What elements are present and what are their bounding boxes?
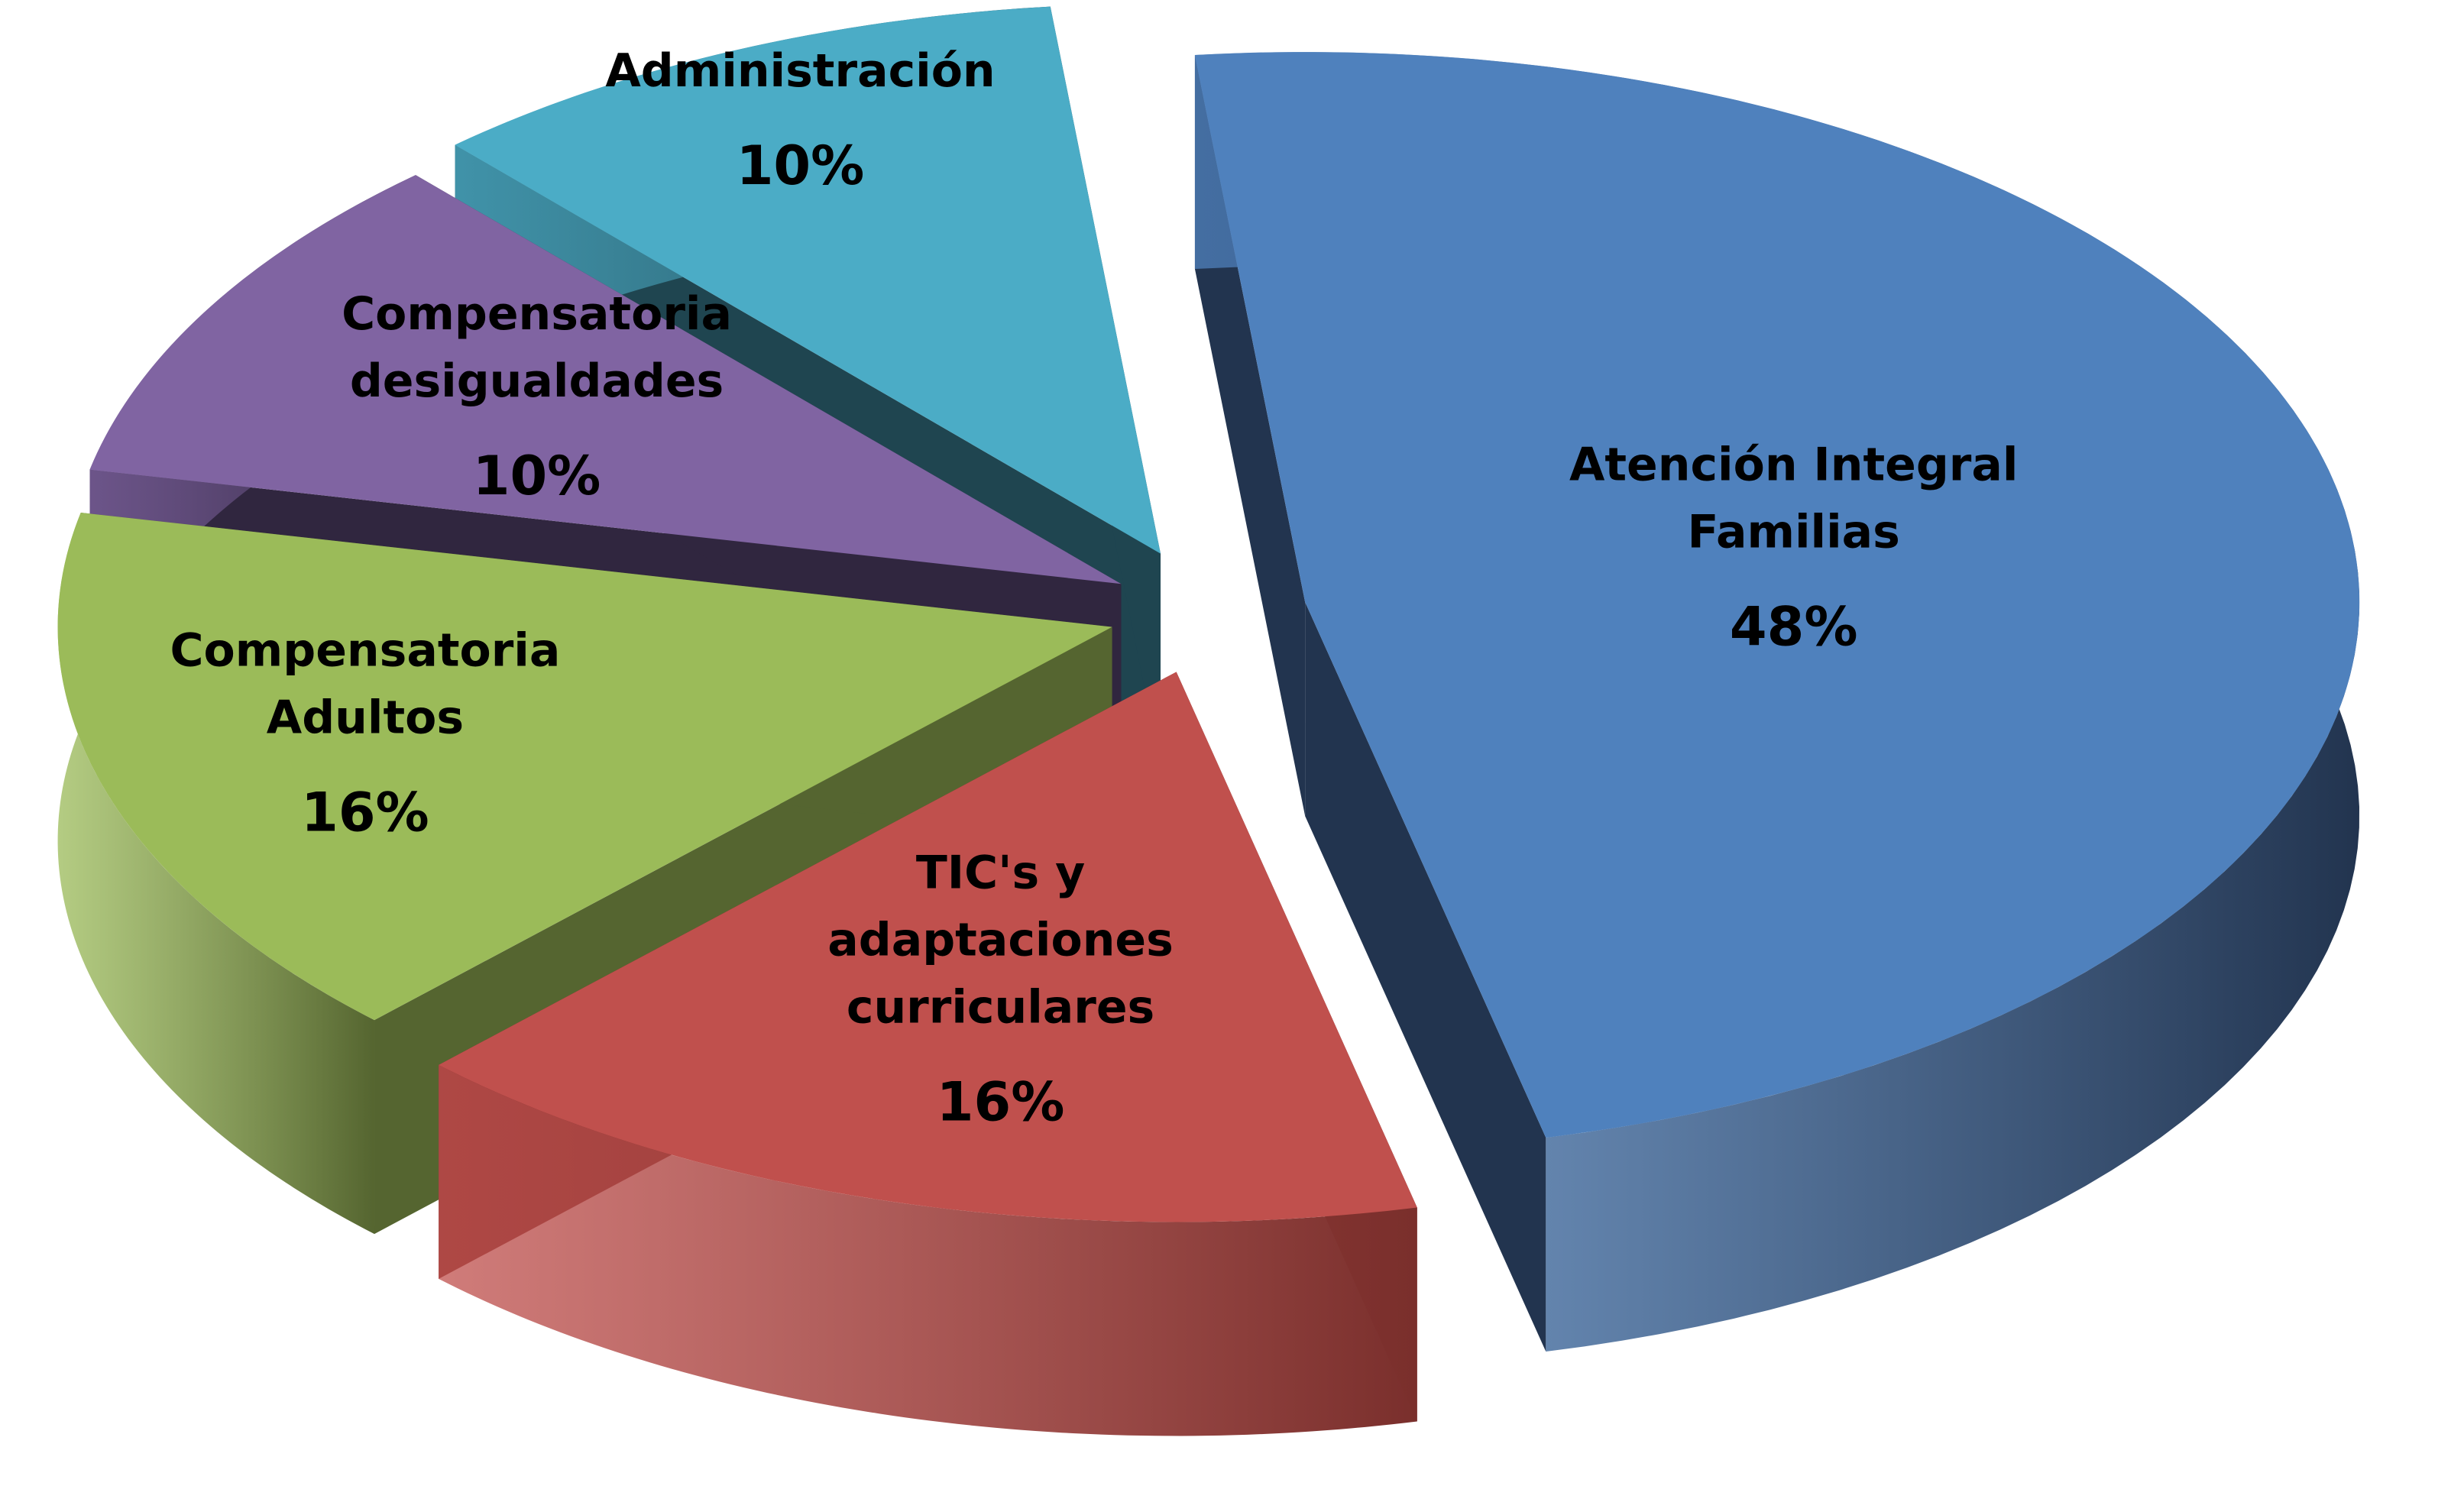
slice-value-label: 16%	[937, 1070, 1065, 1133]
slice-label-compensatoria-desigualdades: Compensatoria desigualdades 10%	[342, 287, 732, 507]
slice-outer-wall-compensatoria-adultos	[57, 512, 375, 1235]
slice-label-line: Compensatoria	[342, 287, 732, 341]
slice-label-line: Compensatoria	[170, 624, 560, 678]
pie-slice-administracion	[455, 6, 1161, 554]
slice-label-atencion-integral-familias: Atención Integral Familias 48%	[1569, 439, 2019, 659]
slice-label-line: adaptaciones	[827, 913, 1174, 966]
slice-label-line: desigualdades	[350, 355, 724, 408]
slice-label-line: Adultos	[267, 691, 464, 745]
slice-label-compensatoria-adultos: Compensatoria Adultos 16%	[170, 624, 560, 844]
slice-label-administracion: Administración 10%	[605, 44, 995, 197]
slice-label-line: TIC's y	[916, 846, 1085, 899]
slice-value-label: 48%	[1730, 596, 1858, 659]
slice-wall-atencion-integral-familias-end	[1305, 602, 1546, 1352]
slice-label-line: curriculares	[847, 980, 1154, 1034]
pie-slice-compensatoria-desigualdades	[89, 175, 1122, 584]
slice-outer-wall-tic-s-y-adaptaciones-curriculares	[439, 1064, 1417, 1436]
slice-label-line: Administración	[605, 44, 995, 98]
slice-label-line: Atención Integral	[1569, 439, 2019, 492]
pie-slice-compensatoria-adultos	[57, 512, 1112, 1021]
slice-label-tic-s-y-adaptaciones-curriculares: TIC's y adaptaciones curriculares 16%	[827, 846, 1174, 1133]
pie-slice-atencion-integral-familias	[1194, 52, 2360, 1138]
pie-slice-tic-s-y-adaptaciones-curriculares	[439, 672, 1417, 1222]
slice-value-label: 10%	[737, 134, 865, 197]
slice-value-label: 10%	[473, 445, 601, 507]
pie-labels: Atención Integral Familias 48% TIC's y adapt…	[170, 44, 2018, 1133]
slice-label-line: Familias	[1688, 506, 1900, 559]
pie-slice-tops	[57, 6, 2360, 1222]
slice-value-label: 16%	[301, 782, 429, 844]
